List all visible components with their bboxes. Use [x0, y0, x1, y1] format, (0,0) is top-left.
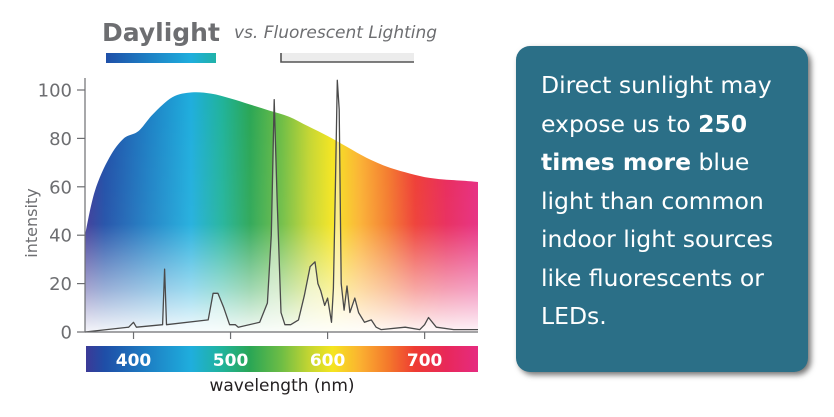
callout-line-2: expose us to 250: [541, 109, 748, 138]
x-tick-label: 400: [116, 351, 152, 371]
wavelength-color-bar: [86, 346, 478, 372]
legend-swatch-fluorescent: [280, 53, 414, 63]
callout-box: Direct sunlight may expose us to 250 tim…: [516, 46, 808, 372]
y-tick-label: 80: [49, 129, 72, 150]
callout-line-5: indoor light sources: [541, 225, 774, 253]
legend-swatch-daylight: [106, 53, 216, 63]
fluorescent-line: [84, 79, 478, 333]
y-tick-label: 60: [49, 177, 72, 198]
callout-line-3: times more blue: [541, 148, 750, 176]
callout-line-6: like fluorescents or: [541, 263, 764, 292]
y-tick-label: 40: [49, 226, 72, 247]
x-tick-label: 600: [310, 351, 346, 371]
daylight-area-fade: [85, 92, 478, 332]
chart-title: Daylight: [102, 18, 220, 47]
callout-line-1: Direct sunlight may: [541, 71, 772, 99]
callout-line-4: light than common: [541, 186, 764, 215]
y-axis-label: intensity: [22, 188, 41, 257]
x-axis-label: wavelength (nm): [209, 376, 354, 396]
x-tick-label: 700: [407, 351, 443, 371]
y-tick-label: 0: [61, 323, 72, 344]
y-tick-label: 100: [38, 81, 72, 102]
y-tick-label: 20: [49, 274, 72, 295]
callout-line-7: LEDs.: [541, 302, 607, 330]
chart-subtitle: vs. Fluorescent Lighting: [234, 23, 437, 43]
x-tick-label: 500: [213, 351, 249, 371]
